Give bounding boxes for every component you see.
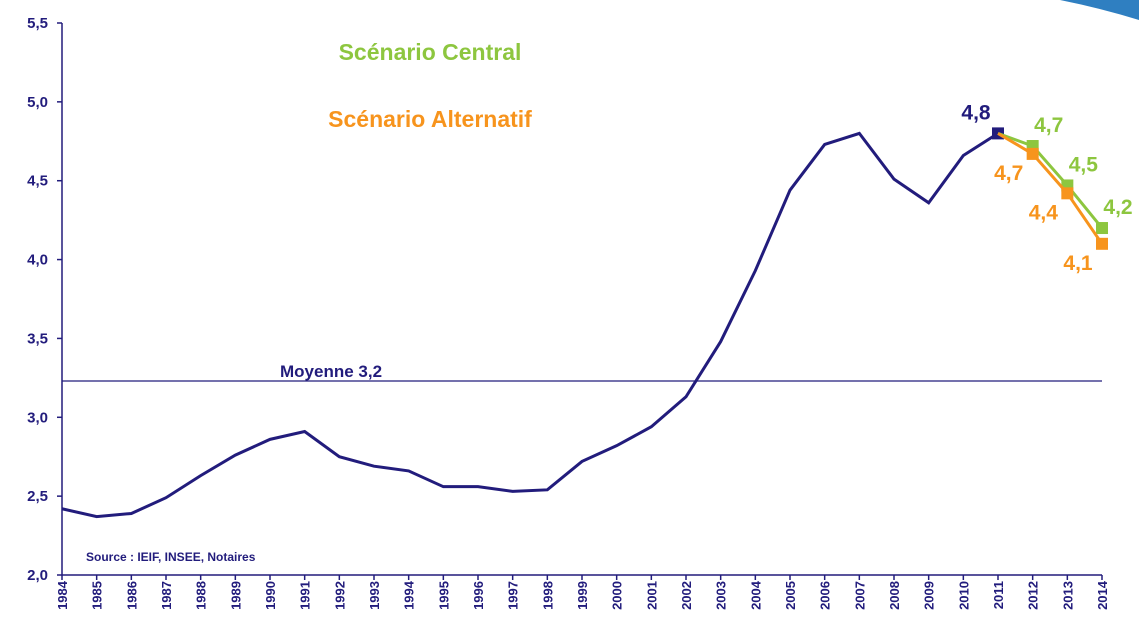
point-marker [1061, 187, 1074, 200]
x-tick-label: 1990 [263, 581, 278, 610]
x-tick-label: 2000 [610, 581, 625, 610]
legend-entry: Scénario Central [339, 39, 522, 65]
x-tick-label: 2011 [991, 581, 1006, 609]
x-tick-label: 2007 [852, 581, 867, 610]
x-tick-label: 1996 [471, 581, 486, 610]
x-tick-label: 1985 [90, 581, 105, 610]
x-tick-label: 1986 [124, 581, 139, 610]
x-tick-label: 1989 [228, 581, 243, 610]
y-tick-label: 4,0 [27, 252, 48, 269]
x-tick-label: 1984 [55, 580, 70, 610]
corner-decoration [1060, 0, 1139, 20]
source-note: Source : IEIF, INSEE, Notaires [86, 550, 256, 564]
x-tick-label: 2003 [714, 581, 729, 610]
x-tick-label: 2005 [783, 581, 798, 610]
data-label: 4,8 [961, 101, 991, 124]
x-tick-label: 2012 [1026, 581, 1041, 610]
x-tick-label: 1999 [575, 581, 590, 610]
data-label: 4,4 [1029, 201, 1059, 224]
x-tick-label: 2004 [748, 580, 763, 610]
point-marker [1096, 237, 1108, 250]
x-tick-label: 1991 [298, 581, 313, 610]
y-tick-label: 3,0 [27, 409, 48, 426]
data-label: 4,5 [1069, 153, 1099, 176]
x-tick-label: 2008 [887, 581, 902, 610]
x-tick-label: 1993 [367, 581, 382, 610]
point-marker [1026, 147, 1039, 160]
y-tick-label: 5,0 [27, 94, 48, 111]
series-line [997, 132, 1104, 245]
legend-entry: Scénario Alternatif [328, 106, 532, 132]
reference-label: Moyenne 3,2 [280, 362, 382, 381]
x-tick-label: 1997 [506, 581, 521, 610]
point-marker [1096, 222, 1108, 235]
series-line [61, 131, 999, 519]
x-tick-label: 1994 [402, 580, 417, 610]
x-tick-label: 1988 [194, 581, 209, 610]
y-tick-label: 4,5 [27, 173, 48, 190]
y-tick-label: 5,5 [27, 15, 48, 32]
x-tick-label: 1995 [436, 581, 451, 610]
y-tick-label: 2,0 [27, 567, 48, 584]
data-label: 4,7 [994, 162, 1023, 185]
series-line [997, 131, 1104, 229]
x-tick-label: 2013 [1060, 581, 1075, 610]
data-label: 4,1 [1063, 252, 1093, 275]
x-tick-label: 1987 [159, 581, 174, 610]
x-tick-label: 1992 [332, 581, 347, 610]
x-tick-label: 2014 [1095, 580, 1110, 610]
y-tick-label: 2,5 [27, 488, 48, 505]
x-tick-label: 2001 [644, 581, 659, 610]
x-tick-label: 2010 [956, 581, 971, 610]
data-label: 4,2 [1103, 196, 1132, 219]
x-tick-label: 2006 [818, 581, 833, 610]
x-tick-label: 2009 [922, 581, 937, 610]
data-label: 4,7 [1034, 114, 1063, 137]
x-tick-label: 1998 [540, 581, 555, 610]
x-tick-label: 2002 [679, 581, 694, 610]
y-tick-label: 3,5 [27, 330, 48, 347]
